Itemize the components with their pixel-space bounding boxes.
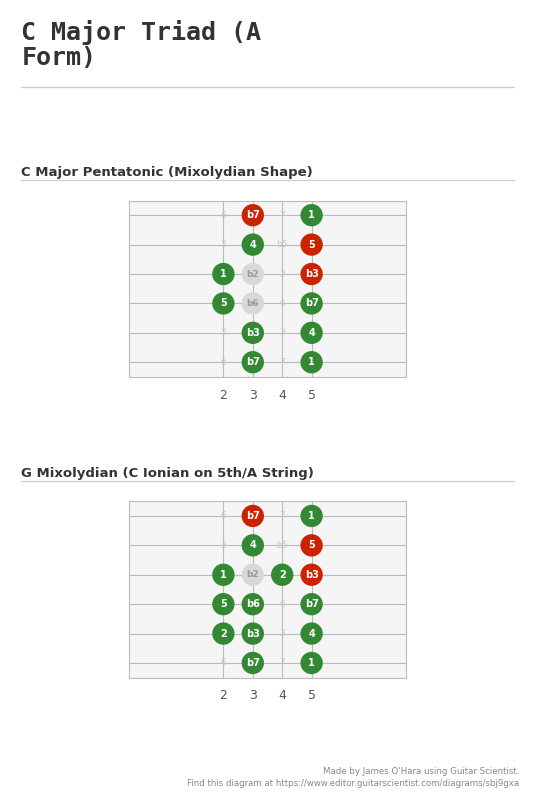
- Circle shape: [301, 593, 323, 615]
- Text: 6: 6: [220, 211, 226, 220]
- Text: 3: 3: [220, 240, 226, 249]
- Circle shape: [242, 263, 264, 286]
- Circle shape: [212, 564, 234, 586]
- Circle shape: [212, 622, 234, 645]
- Text: 2: 2: [220, 629, 227, 638]
- Text: b6: b6: [246, 599, 259, 610]
- Text: 6: 6: [220, 358, 226, 367]
- Text: 4: 4: [308, 328, 315, 338]
- Text: 4: 4: [249, 541, 256, 550]
- Text: 6: 6: [279, 600, 285, 609]
- Text: b7: b7: [246, 210, 259, 221]
- Circle shape: [301, 351, 323, 374]
- Text: b3: b3: [304, 569, 318, 580]
- Text: 2: 2: [279, 269, 285, 278]
- Text: b3: b3: [246, 328, 259, 338]
- Circle shape: [212, 593, 234, 615]
- Circle shape: [301, 292, 323, 314]
- Circle shape: [271, 564, 293, 586]
- Text: 3: 3: [279, 629, 285, 638]
- Text: 6: 6: [220, 512, 226, 520]
- Text: 1: 1: [308, 357, 315, 367]
- Text: 1: 1: [220, 269, 227, 279]
- Circle shape: [242, 204, 264, 226]
- Text: 6: 6: [279, 299, 285, 308]
- Circle shape: [212, 263, 234, 286]
- Circle shape: [242, 564, 264, 586]
- Circle shape: [212, 292, 234, 314]
- Circle shape: [242, 292, 264, 314]
- Text: b3: b3: [246, 629, 259, 638]
- Text: 1: 1: [308, 210, 315, 221]
- Text: 4: 4: [249, 240, 256, 249]
- Text: 7: 7: [279, 211, 285, 220]
- Text: 4: 4: [308, 629, 315, 638]
- Text: Made by James O'Hara using Guitar Scientist.
Find this diagram at https://www.ed: Made by James O'Hara using Guitar Scient…: [187, 767, 519, 788]
- Circle shape: [301, 204, 323, 226]
- Circle shape: [242, 534, 264, 557]
- Text: b3: b3: [304, 269, 318, 279]
- Text: b6: b6: [247, 299, 259, 308]
- Circle shape: [242, 593, 264, 615]
- Text: b7: b7: [246, 511, 259, 521]
- Text: 2: 2: [279, 569, 286, 580]
- Circle shape: [242, 233, 264, 256]
- Text: 5: 5: [308, 240, 315, 249]
- Text: C Major Triad (A
Form): C Major Triad (A Form): [21, 20, 262, 70]
- Circle shape: [242, 351, 264, 374]
- Text: b7: b7: [246, 658, 259, 668]
- Text: 5: 5: [220, 298, 227, 309]
- Text: 7: 7: [279, 658, 285, 667]
- Text: b2: b2: [247, 269, 259, 278]
- Circle shape: [242, 622, 264, 645]
- Circle shape: [242, 652, 264, 674]
- Text: b7: b7: [246, 357, 259, 367]
- Text: b5: b5: [277, 240, 288, 249]
- Text: 5: 5: [308, 541, 315, 550]
- Circle shape: [301, 263, 323, 286]
- Text: 2: 2: [220, 328, 226, 338]
- Circle shape: [301, 534, 323, 557]
- Text: 1: 1: [308, 658, 315, 668]
- Circle shape: [242, 322, 264, 344]
- Circle shape: [301, 233, 323, 256]
- Text: b2: b2: [247, 570, 259, 579]
- Text: 7: 7: [279, 358, 285, 367]
- Text: 1: 1: [220, 569, 227, 580]
- Text: 7: 7: [279, 512, 285, 520]
- Text: 3: 3: [220, 541, 226, 550]
- Text: b7: b7: [304, 298, 318, 309]
- Circle shape: [301, 322, 323, 344]
- Text: G Mixolydian (C Ionian on 5th/A String): G Mixolydian (C Ionian on 5th/A String): [21, 467, 314, 480]
- Text: 3: 3: [279, 328, 285, 338]
- Circle shape: [301, 622, 323, 645]
- Text: 6: 6: [220, 658, 226, 667]
- Text: b5: b5: [277, 541, 288, 550]
- Circle shape: [242, 504, 264, 527]
- Text: 1: 1: [308, 511, 315, 521]
- Text: C Major Pentatonic (Mixolydian Shape): C Major Pentatonic (Mixolydian Shape): [21, 166, 313, 179]
- Text: 5: 5: [220, 599, 227, 610]
- Circle shape: [301, 504, 323, 527]
- Circle shape: [301, 564, 323, 586]
- Circle shape: [301, 652, 323, 674]
- Text: b7: b7: [304, 599, 318, 610]
